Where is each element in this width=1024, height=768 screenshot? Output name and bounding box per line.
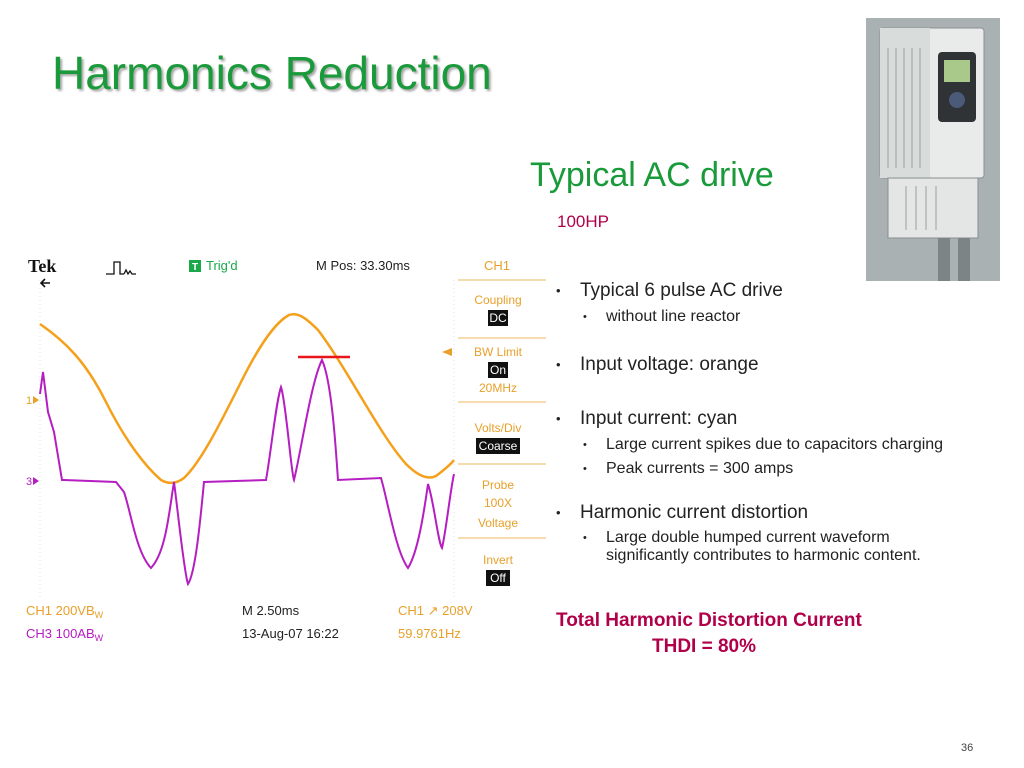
bullet-input-voltage: Input voltage: orange — [554, 354, 1024, 376]
trigger-readout: CH1 ↗ 208V — [398, 603, 473, 618]
volts-div-label: Volts/Div — [475, 421, 522, 435]
probe-line1: Probe — [482, 478, 514, 492]
slide-subtitle: Typical AC drive — [530, 156, 774, 194]
ch3-scale: CH3 100ABW — [26, 626, 104, 643]
sub-bullet-no-reactor: without line reactor — [554, 308, 1024, 327]
sub-bullet-double-humped: Large double humped current waveform — [554, 529, 1024, 548]
capture-date: 13-Aug-07 16:22 — [242, 626, 339, 641]
ch3-scale-text: CH3 100AB — [26, 626, 95, 641]
frequency-readout: 59.9761Hz — [398, 626, 461, 641]
trig-badge — [189, 260, 201, 272]
slide-title: Harmonics Reduction — [52, 47, 492, 99]
keypad-display — [944, 60, 970, 82]
voltage-waveform — [39, 313, 455, 484]
thd-value: THDI = 80% — [652, 636, 757, 657]
bullet-list: Typical 6 pulse AC drive without line re… — [554, 280, 1024, 565]
ch3-marker-arrow — [33, 477, 39, 485]
timebase: M 2.50ms — [242, 603, 300, 618]
trigger-level-arrow-icon — [442, 348, 452, 356]
bw-value: On — [490, 363, 506, 377]
probe-line2: 100X — [484, 496, 512, 510]
ch3-marker: 3 — [26, 476, 32, 488]
bw-sub: 20MHz — [479, 381, 517, 395]
m-position: M Pos: 33.30ms — [316, 258, 410, 273]
sub-bullet-peak-current: Peak currents = 300 amps — [554, 460, 1024, 479]
bullet-input-current: Input current: cyan — [554, 408, 1024, 430]
coupling-value: DC — [489, 311, 507, 325]
invert-value-box — [486, 570, 510, 586]
ch1-scale: CH1 200VBW — [26, 603, 104, 620]
drive-rating: 100HP — [557, 212, 609, 231]
invert-value: Off — [490, 571, 506, 585]
ch1-scale-text: CH1 200VB — [26, 603, 95, 618]
bullet-harmonic-distortion: Harmonic current distortion — [554, 502, 1024, 524]
thd-title: Total Harmonic Distortion Current — [556, 610, 862, 631]
coupling-value-box — [488, 310, 508, 326]
bw-value-box — [488, 362, 508, 378]
menu-header: CH1 — [484, 258, 510, 273]
conduit-left — [938, 238, 950, 281]
scope-brand: Tek — [28, 256, 56, 276]
drive-lower-box — [887, 177, 979, 239]
thd-summary: Total Harmonic Distortion Current THDI =… — [556, 608, 862, 660]
current-waveform — [39, 357, 455, 587]
oscilloscope-capture: Tek T Trig'd M Pos: 33.30ms CH1 1 3 Coup… — [26, 252, 549, 646]
bw-limit-label: BW Limit — [474, 345, 523, 359]
probe-line3: Voltage — [478, 516, 518, 530]
volts-value-box — [476, 438, 520, 454]
graticule — [39, 280, 455, 600]
bullet-drive-type: Typical 6 pulse AC drive — [554, 280, 1024, 302]
left-arrow-icon — [39, 278, 50, 288]
volts-value: Coarse — [479, 439, 518, 453]
pulse-icon — [106, 261, 136, 276]
invert-label: Invert — [483, 553, 514, 567]
sub-bullet-current-spikes: Large current spikes due to capacitors c… — [554, 436, 1024, 455]
conduit-right — [958, 238, 970, 281]
sub-bullet-double-humped-cont: significantly contributes to harmonic co… — [606, 547, 921, 564]
scope-side-menu: Coupling DC BW Limit On 20MHz Volts/Div … — [458, 279, 546, 586]
trig-status: Trig'd — [206, 258, 238, 273]
keypad-knob — [949, 92, 965, 108]
coupling-label: Coupling — [474, 293, 521, 307]
trig-badge-letter: T — [192, 262, 198, 273]
ch1-scale-sub: W — [95, 610, 104, 620]
ch1-marker-arrow — [33, 396, 39, 404]
ac-drive-photo — [866, 18, 1000, 281]
page-number: 36 — [961, 742, 974, 754]
ch3-scale-sub: W — [95, 633, 104, 643]
ch1-marker: 1 — [26, 395, 32, 407]
